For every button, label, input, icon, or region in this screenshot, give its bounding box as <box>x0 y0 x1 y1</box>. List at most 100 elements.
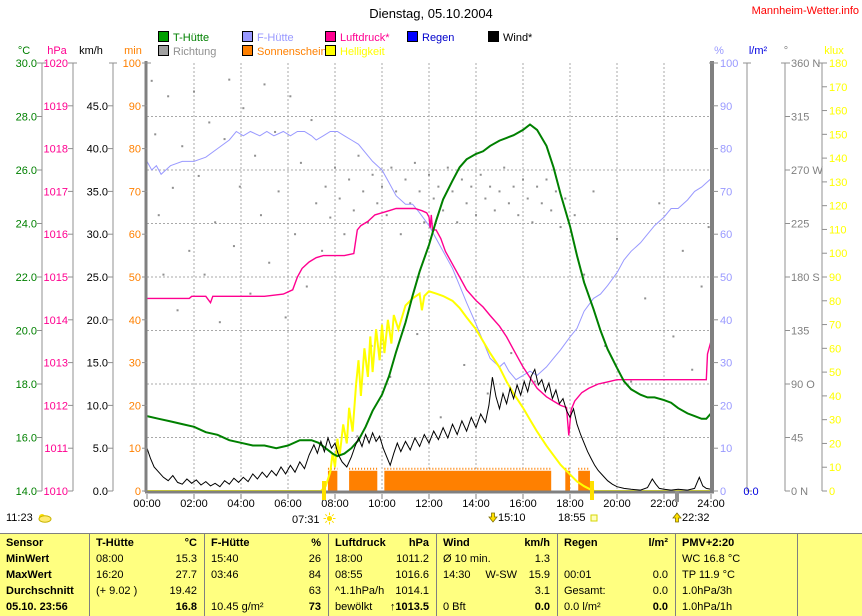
axis-tick-label: 70 <box>720 186 732 198</box>
legend-item-regen: Regen <box>407 31 454 44</box>
axis-tick-label: 40 <box>829 391 841 403</box>
table-column: F-Hütte% 15:40 26 03:46 84 63 10.45 g/m² 73 <box>204 534 328 616</box>
axis-tick-label: 35.0 <box>87 186 108 198</box>
axis-tick-label: 150 <box>829 129 847 141</box>
axis-brightness: 1801701601501401301201101009080706050403… <box>818 45 847 498</box>
table-column: Sensor MinWert MaxWert Durchschnitt 05.10. 2… <box>0 534 89 616</box>
legend-item-t-huette: T-Hütte <box>158 31 209 44</box>
table-cell: PMV+2:20 <box>682 537 735 549</box>
x-axis-label: 02:00 <box>180 498 208 510</box>
axis-tick-label: 1014 <box>44 315 68 327</box>
moonset-text: 15:10 <box>498 512 526 524</box>
axis-tick-label: 20.0 <box>16 326 37 338</box>
moonset-arrow-icon <box>488 512 498 523</box>
axis-tick-label: 1016 <box>44 229 68 241</box>
site-link[interactable]: Mannheim-Wetter.info <box>751 5 859 17</box>
axis-unit-label: °C <box>18 45 30 57</box>
axis-tick-label: 120 <box>829 201 847 213</box>
table-column: PMV+2:20 WC 16.8 °C TP 11.9 °C 1.0hPa/3h 1.0… <box>675 534 797 616</box>
axis-tick-label: 5.0 <box>93 443 108 455</box>
table-cell: MaxWert <box>6 569 52 581</box>
legend-label: T-Hütte <box>173 32 210 44</box>
axis-tick-label: 45.0 <box>87 101 108 113</box>
series-t-h-tte <box>146 123 712 458</box>
axis-windspeed: 45.0 40.0 35.0 30.0 25.0 20.0 15.0 10.0 5.0 0.0 km… <box>79 45 117 498</box>
axis-tick-label: 170 <box>829 82 847 94</box>
axis-tick-label: 1015 <box>44 272 68 284</box>
series-richtung <box>150 78 710 438</box>
legend-label: F-Hütte <box>257 32 294 44</box>
moonrise-arrow-icon <box>672 512 682 523</box>
table-cell: 14:30 <box>443 569 471 581</box>
axis-tick-label: 10 <box>720 443 732 455</box>
axis-tick-label: 20 <box>829 438 841 450</box>
table-cell: hPa <box>408 537 429 549</box>
axis-tick-label: 20 <box>129 400 141 412</box>
axis-astro-marks <box>322 481 679 502</box>
sunrise-sun-icon <box>323 512 336 525</box>
x-axis-label: 00:00 <box>133 498 161 510</box>
table-cell: l/m² <box>648 537 668 549</box>
axis-tick-label: 80 <box>829 296 841 308</box>
axis-tick-label: 60 <box>129 229 141 241</box>
axis-tick-label: 0.0 <box>743 486 758 498</box>
legend-swatch-regen <box>407 31 418 42</box>
axis-tick-label: 130 <box>829 177 847 189</box>
axis-tick-label: 80 <box>720 144 732 156</box>
table-cell: Ø 10 min. <box>443 553 491 565</box>
table-cell: W-SW <box>485 569 517 581</box>
table-cell: 10.45 g/m² <box>211 601 264 613</box>
sunset-text: 18:55 <box>558 512 586 524</box>
legend-label: Sonnenschein <box>257 46 327 58</box>
table-cell: 73 <box>308 601 321 613</box>
axis-tick-label: 40 <box>129 315 141 327</box>
table-column: T-Hütte °C 08:00 15.3 16:20 27.7 (+ 9.02 ) 19.4… <box>89 534 204 616</box>
axis-tick-label: 1019 <box>44 101 68 113</box>
table-cell: % <box>311 537 321 549</box>
axis-tick-label: 20.0 <box>87 315 108 327</box>
axis-tick-label: 160 <box>829 106 847 118</box>
axis-tick-label: 0 <box>135 486 141 498</box>
sunrise-text: 07:31 <box>292 514 320 526</box>
series-wind <box>146 367 712 491</box>
axis-unit-label: % <box>714 45 724 57</box>
table-cell: 18:00 <box>335 553 363 565</box>
table-column: Regen l/m² 00:01 0.0 Gesamt: 0.0 0.0 l/m² 0.0 <box>557 534 675 616</box>
axis-tick-label: 22.0 <box>16 272 37 284</box>
table-cell: 26 <box>308 553 321 565</box>
axis-tick-label: 180 <box>829 58 847 70</box>
x-axis: 00:00 02:00 04:00 06:00 08:00 10:00 12:00 14:00… <box>133 494 725 510</box>
x-axis-label: 14:00 <box>462 498 490 510</box>
axis-tick-label: 0 N <box>791 486 808 498</box>
series-helligkeit <box>147 290 711 492</box>
axis-tick-label: 50 <box>829 367 841 379</box>
axis-tick-label: 1013 <box>44 358 68 370</box>
axis-tick-label: 30 <box>720 358 732 370</box>
legend-label: Regen <box>422 32 455 44</box>
axis-tick-label: 50 <box>129 272 141 284</box>
table-cell: Durchschnitt <box>6 585 74 597</box>
axis-unit-label: klux <box>824 45 844 57</box>
gridlines <box>147 63 711 491</box>
axis-tick-label: 100 <box>720 58 738 70</box>
axis-temp: 30.0 28.0 26.0 24.0 22.0 20.0 18.0 16.0 14.0 °C <box>16 45 46 498</box>
axis-tick-label: 0 <box>829 486 835 498</box>
legend-item-f-huette: F-Hütte <box>242 31 294 44</box>
table-cell: MinWert <box>6 553 50 565</box>
x-axis-label: 06:00 <box>274 498 302 510</box>
table-cell: Regen <box>564 537 598 549</box>
legend-swatch-helligkeit <box>325 45 336 56</box>
table-column <box>797 534 862 616</box>
axis-tick-label: 1010 <box>44 486 68 498</box>
axis-tick-label: 16.0 <box>16 433 37 445</box>
legend-swatch-richtung <box>158 45 169 56</box>
axis-tick-label: 10 <box>129 443 141 455</box>
axis-unit-label: hPa <box>47 45 67 57</box>
table-column: Wind km/h Ø 10 min. 1.3 14:30 W-SW 15.9 3.1 0 Bf… <box>436 534 557 616</box>
table-cell: 08:55 <box>335 569 363 581</box>
table-cell: 3.1 <box>534 585 550 597</box>
axis-tick-label: 18.0 <box>16 379 37 391</box>
axis-tick-label: 24.0 <box>16 219 37 231</box>
